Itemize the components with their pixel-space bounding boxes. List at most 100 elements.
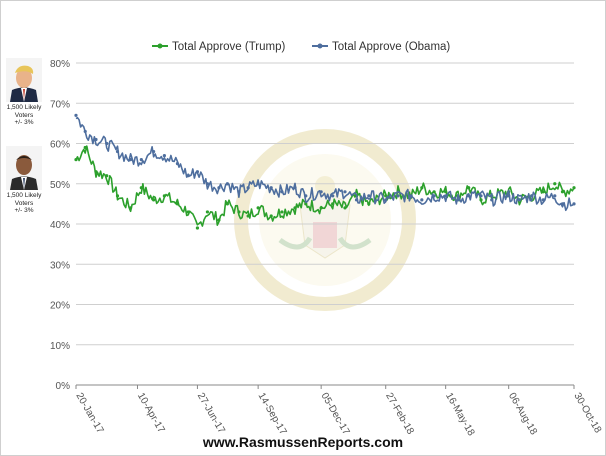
data-point	[467, 186, 471, 190]
data-point	[432, 194, 436, 198]
data-point	[162, 194, 166, 198]
x-tick-label: 10-Apr-17	[135, 391, 167, 435]
x-tick-label: 16-May-18	[443, 391, 477, 438]
data-point	[246, 186, 250, 190]
obama-portrait-icon	[6, 146, 42, 190]
trump-voters-card: 1,500 Likely Voters +/- 3%	[2, 58, 46, 127]
data-point	[105, 141, 109, 146]
data-point	[572, 186, 576, 190]
data-point	[225, 202, 229, 206]
data-point	[186, 210, 190, 214]
series-line	[75, 116, 575, 212]
data-point	[367, 194, 371, 198]
series-line	[75, 145, 575, 227]
data-point	[479, 198, 483, 202]
y-tick-label: 50%	[50, 180, 70, 191]
x-tick-label: 27-Jun-17	[195, 391, 227, 436]
data-point	[319, 206, 323, 210]
data-point	[560, 202, 565, 206]
data-point	[269, 186, 273, 190]
trump-card-line-1: 1,500 Likely	[6, 104, 42, 111]
x-tick-label: 30-Oct-18	[571, 391, 603, 435]
data-point	[280, 210, 284, 214]
data-point	[384, 198, 388, 202]
data-point	[490, 198, 494, 202]
x-tick-label: 06-Aug-18	[506, 391, 539, 437]
footer-url: www.RasmussenReports.com	[202, 434, 404, 450]
data-point	[205, 210, 210, 214]
data-point	[343, 206, 347, 210]
data-point	[396, 194, 400, 198]
obama-card-line-3: +/- 3%	[14, 207, 34, 214]
y-tick-label: 80%	[50, 59, 70, 70]
data-point	[367, 202, 371, 206]
data-point	[572, 202, 576, 206]
data-point	[256, 182, 260, 186]
data-point	[115, 149, 120, 154]
y-tick-label: 30%	[50, 260, 70, 271]
data-point	[530, 194, 534, 198]
data-point	[175, 162, 180, 166]
data-point	[293, 186, 297, 190]
series-layer	[74, 113, 576, 230]
legend: Total Approve (Trump) Total Approve (Obam…	[152, 41, 450, 53]
y-tick-label: 20%	[50, 301, 70, 312]
data-point	[186, 174, 190, 178]
gridlines	[76, 62, 574, 386]
y-tick-label: 0%	[56, 381, 71, 392]
data-point	[420, 198, 424, 202]
obama-card-line-2: Voters	[14, 199, 34, 207]
data-point	[225, 182, 229, 186]
data-point	[541, 198, 545, 202]
data-point	[152, 149, 156, 154]
data-point	[94, 137, 98, 142]
data-point	[139, 186, 143, 190]
x-tick-label: 27-Feb-18	[383, 391, 416, 437]
data-point	[162, 153, 166, 158]
data-point	[420, 186, 424, 190]
data-point	[128, 206, 133, 210]
data-point	[152, 198, 156, 202]
y-tick-label: 10%	[50, 341, 70, 352]
data-point	[444, 190, 448, 194]
data-point	[304, 194, 308, 198]
x-axis: 20-Jan-17 10-Apr-17 27-Jun-17 14-Sep-17 05-D…	[73, 385, 603, 438]
data-point	[432, 190, 436, 194]
presidential-seal-watermark	[234, 129, 416, 311]
data-point	[195, 226, 200, 230]
data-point	[541, 190, 545, 194]
data-point	[128, 158, 133, 162]
data-point	[444, 194, 448, 198]
data-point	[246, 214, 250, 218]
data-point	[456, 198, 460, 202]
data-point	[237, 210, 241, 214]
data-point	[354, 198, 359, 202]
trump-portrait-icon	[6, 58, 42, 102]
data-point	[94, 170, 98, 174]
data-point	[409, 194, 413, 198]
data-point	[331, 202, 335, 206]
trump-card-line-3: +/- 3%	[14, 119, 34, 126]
data-point	[74, 158, 78, 162]
data-point	[74, 113, 78, 117]
data-point	[507, 194, 511, 198]
data-point	[217, 186, 221, 190]
data-point	[237, 190, 241, 194]
data-point	[83, 145, 87, 150]
series-obama	[74, 113, 576, 212]
data-point	[256, 206, 260, 210]
data-point	[560, 190, 565, 194]
trump-card-line-2: Voters	[14, 111, 34, 119]
x-tick-label: 05-Dec-17	[319, 391, 352, 437]
data-point	[517, 198, 522, 202]
data-point	[293, 206, 297, 210]
data-point	[139, 158, 143, 162]
data-point	[175, 202, 180, 206]
y-axis: 0% 10% 20% 30% 40% 50% 60% 70% 80%	[50, 59, 70, 392]
data-point	[105, 174, 109, 178]
data-point	[467, 194, 471, 198]
y-tick-label: 70%	[50, 99, 70, 110]
legend-marker	[157, 43, 163, 49]
data-point	[331, 194, 335, 198]
